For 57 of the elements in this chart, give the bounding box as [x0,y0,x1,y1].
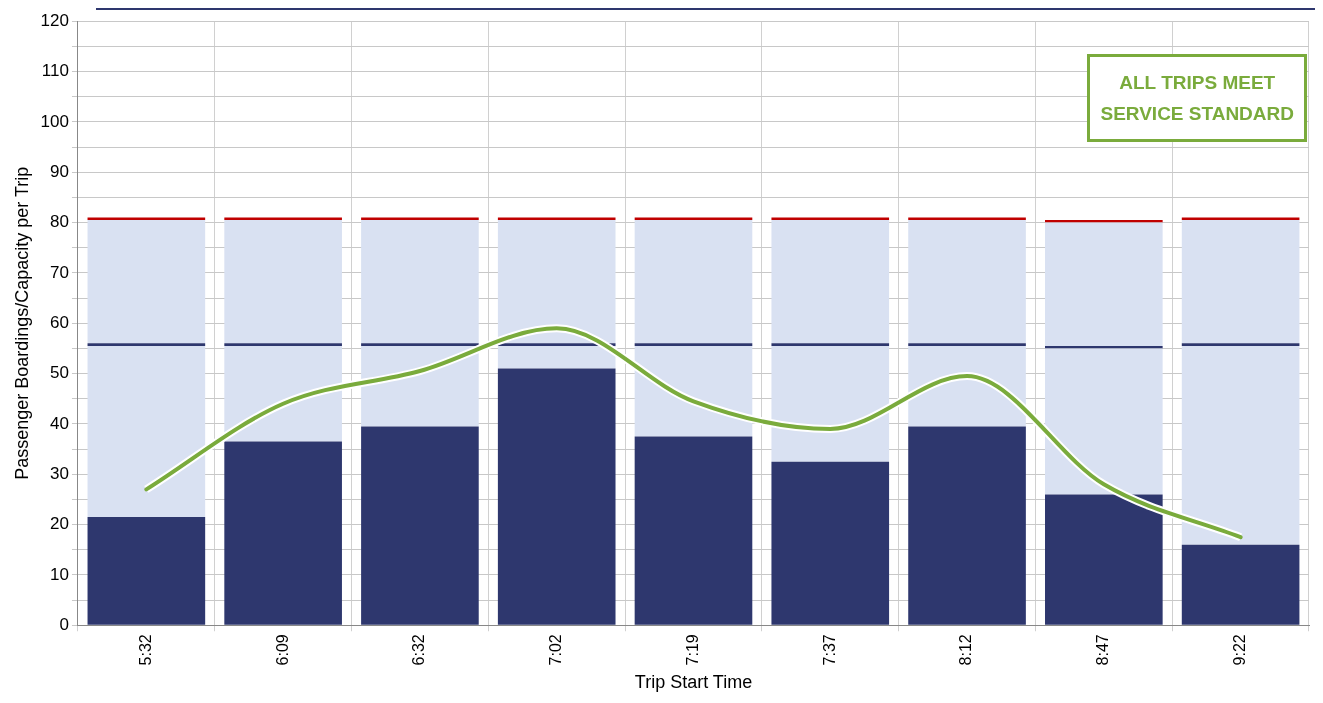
y-tick-label: 20 [50,514,69,534]
bar [1045,348,1163,495]
bar [1181,345,1300,545]
bar [361,426,479,625]
x-tick-label: 7:02 [547,634,565,666]
bar [87,517,206,625]
bar [1045,494,1163,625]
x-tick-label: 6:09 [273,634,291,666]
bar [771,461,890,625]
bar [1181,544,1300,625]
y-tick-label: 10 [50,564,69,584]
y-tick-label: 120 [40,10,69,30]
bar [634,343,753,346]
bar [361,220,479,344]
bar [771,345,890,462]
bar [1045,220,1163,223]
bar [1045,222,1163,346]
x-tick-label: 8:47 [1094,634,1112,666]
bar [87,345,206,518]
bar [224,220,342,344]
bar [224,345,342,442]
bar [224,441,342,625]
y-tick-label: 50 [50,363,69,383]
y-tick-label: 60 [50,312,69,332]
bar [497,220,616,344]
y-axis-title: Passenger Boardings/Capacity per Trip [11,166,32,480]
y-tick-label: 110 [41,61,69,81]
bar [497,368,616,625]
bar [497,345,616,369]
bar [771,220,890,344]
x-tick-label: 6:32 [410,634,428,666]
y-tick-label: 30 [50,463,69,483]
bar [634,436,753,625]
annotation: ALL TRIPS MEET SERVICE STANDARD [1087,54,1307,142]
bar [908,220,1026,344]
x-axis-title: Trip Start Time [634,672,753,693]
bar [1181,220,1300,344]
bar [908,343,1026,346]
x-tick-label: 9:22 [1231,634,1249,666]
bar [224,343,342,346]
y-tick-label: 40 [50,413,69,433]
bar [1181,343,1300,346]
bar [87,220,206,344]
x-tick-label: 8:12 [957,634,975,666]
y-tick-label: 80 [50,212,69,232]
y-tick-label: 100 [40,111,69,131]
bar [87,343,206,346]
x-tick-label: 7:19 [683,634,701,666]
y-tick-label: 90 [50,161,69,181]
x-tick-label: 7:37 [820,634,838,666]
y-tick-label: 70 [50,262,69,282]
x-tick-label: 5:32 [136,634,154,666]
bar [634,220,753,344]
bar [908,426,1026,625]
y-tick-label: 0 [59,614,69,634]
bar [771,343,890,346]
bar [361,343,479,346]
